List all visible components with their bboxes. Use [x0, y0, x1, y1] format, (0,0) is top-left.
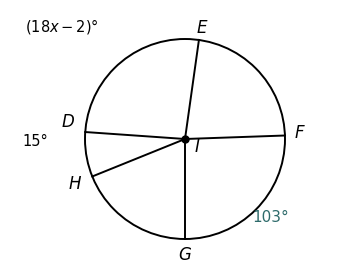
- Text: 15°: 15°: [22, 133, 48, 148]
- Text: D: D: [62, 113, 75, 131]
- Text: I: I: [195, 138, 199, 156]
- Text: $(18x - 2)°$: $(18x - 2)°$: [25, 18, 99, 37]
- Text: G: G: [178, 246, 192, 264]
- Text: 103°: 103°: [252, 210, 289, 225]
- Text: H: H: [69, 175, 81, 193]
- Text: E: E: [197, 19, 207, 37]
- Text: F: F: [294, 124, 304, 141]
